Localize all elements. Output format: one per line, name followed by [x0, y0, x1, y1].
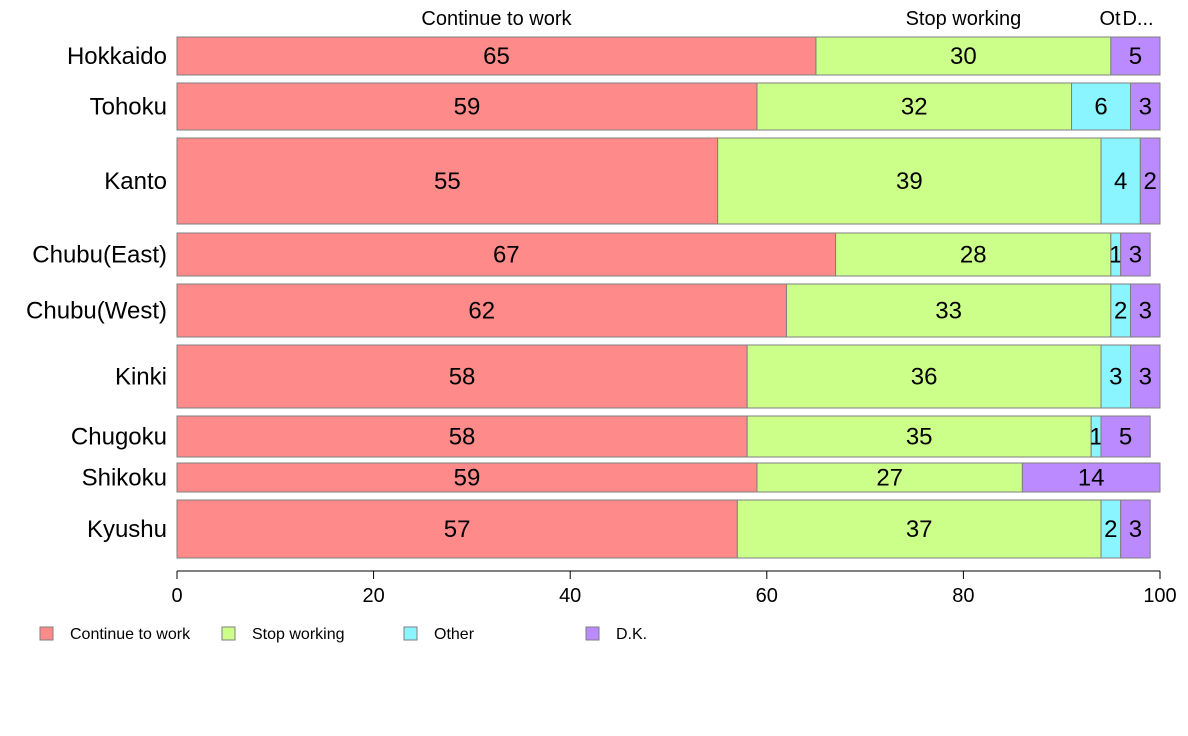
bar-segment	[835, 232, 1112, 277]
data-label: 32	[901, 94, 928, 121]
x-tick-label: 100	[1143, 585, 1176, 607]
bar-segment	[176, 36, 817, 76]
bar-segment	[717, 137, 1102, 225]
bars: 65 30 559 32 6 355 39 4 267 28 1 362 33 2 358 36 3 358 35 1…	[176, 36, 1161, 559]
data-label: 58	[449, 364, 476, 391]
data-label: 3	[1129, 242, 1142, 269]
bar-segment	[736, 499, 1102, 559]
bar-segment	[1120, 499, 1151, 559]
data-label: 14	[1078, 465, 1105, 492]
legend-label: Continue to work	[70, 626, 191, 643]
data-label: 35	[906, 424, 933, 451]
bar-segment	[1130, 82, 1161, 131]
data-label: 3	[1139, 94, 1152, 121]
x-tick-label: 0	[171, 585, 182, 607]
bar-segment	[1100, 344, 1132, 409]
top-series-label: D...	[1122, 8, 1153, 30]
category-label: Kinki	[115, 364, 167, 391]
bar-segment	[176, 232, 837, 277]
legend-label: D.K.	[616, 626, 647, 643]
bar-segment	[785, 283, 1112, 338]
data-label: 1	[1089, 424, 1102, 451]
bar-segment	[1071, 82, 1132, 131]
category-label: Chugoku	[71, 424, 167, 451]
bar-segment	[176, 462, 758, 493]
data-label: 1	[1109, 242, 1122, 269]
legend-swatch	[585, 626, 600, 641]
legend-swatch	[221, 626, 236, 641]
legend-label: Other	[434, 626, 475, 643]
data-label: 2	[1104, 516, 1117, 543]
bar-segment	[176, 82, 758, 131]
x-tick-label: 20	[362, 585, 384, 607]
data-label: 62	[468, 298, 495, 325]
bar-segment	[746, 415, 1092, 458]
data-label: 2	[1114, 298, 1127, 325]
bar-segment	[1130, 344, 1161, 409]
bar-segment	[1100, 415, 1151, 458]
bar-segment	[756, 462, 1023, 493]
data-label: 2	[1143, 168, 1156, 195]
bar-segment	[1021, 462, 1161, 493]
bar-segment	[1139, 137, 1161, 225]
data-label: 5	[1129, 43, 1142, 70]
data-label: 65	[483, 43, 510, 70]
category-label: Chubu(West)	[26, 298, 167, 325]
bar-segment	[1120, 232, 1151, 277]
category-label: Hokkaido	[67, 43, 167, 70]
x-tick-label: 60	[756, 585, 778, 607]
data-label: 36	[911, 364, 938, 391]
category-labels: Hokkaido Tohoku Kanto Chubu(East) Chubu(West…	[26, 43, 167, 543]
bar-segment	[176, 137, 719, 225]
top-labels: Continue to work Stop working Ot D...	[421, 8, 1153, 30]
bar-segment	[746, 344, 1102, 409]
data-label: 5	[1119, 424, 1132, 451]
data-label: 67	[493, 242, 520, 269]
legend-label: Stop working	[252, 626, 345, 643]
data-label: 4	[1114, 168, 1127, 195]
x-tick-label: 40	[559, 585, 581, 607]
x-tick-label: 80	[952, 585, 974, 607]
category-label: Kyushu	[87, 516, 167, 543]
category-label: Kanto	[104, 168, 167, 195]
data-label: 3	[1129, 516, 1142, 543]
category-label: Shikoku	[82, 465, 167, 492]
data-label: 59	[454, 465, 481, 492]
category-label: Chubu(East)	[32, 242, 167, 269]
bar-segment	[815, 36, 1112, 76]
top-series-label: Ot	[1099, 8, 1121, 30]
bar-segment	[176, 283, 787, 338]
data-label: 59	[454, 94, 481, 121]
bar-segment	[1110, 36, 1161, 76]
data-label: 28	[960, 242, 987, 269]
data-label: 39	[896, 168, 923, 195]
bar-segment	[176, 415, 748, 458]
bar-segment	[1130, 283, 1161, 338]
data-label: 27	[876, 465, 903, 492]
data-label: 57	[444, 516, 471, 543]
data-label: 58	[449, 424, 476, 451]
data-label: 30	[950, 43, 977, 70]
legend-swatch	[39, 626, 54, 641]
legend-swatch	[403, 626, 418, 641]
bar-segment	[176, 499, 738, 559]
data-label: 37	[906, 516, 933, 543]
top-series-label: Stop working	[906, 8, 1022, 30]
data-label: 3	[1139, 364, 1152, 391]
x-axis: 0 20 40 60 80 100	[171, 570, 1177, 607]
legend: Continue to work Stop working Other D.K.	[39, 626, 647, 643]
data-label: 3	[1109, 364, 1122, 391]
data-label: 3	[1139, 298, 1152, 325]
bar-segment	[1100, 137, 1141, 225]
bar-segment	[176, 344, 748, 409]
top-series-label: Continue to work	[421, 8, 572, 30]
data-label: 55	[434, 168, 461, 195]
category-label: Tohoku	[90, 94, 167, 121]
data-label: 6	[1094, 94, 1107, 121]
data-label: 33	[935, 298, 962, 325]
bar-segment	[756, 82, 1073, 131]
